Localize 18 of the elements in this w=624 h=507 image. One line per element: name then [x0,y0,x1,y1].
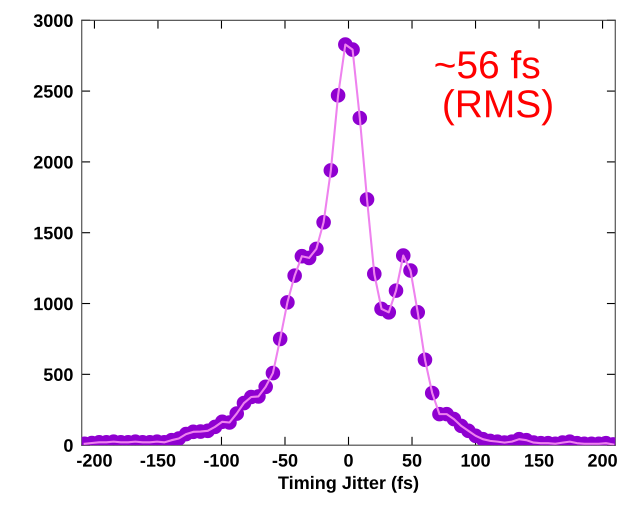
y-tick-label: 1500 [34,226,73,240]
x-tick-label: 100 [462,454,490,467]
x-axis-title: Timing Jitter (fs) [278,476,418,493]
x-tick-label: -150 [140,454,176,467]
x-tick-label: -200 [77,454,112,467]
x-tick-label: 0 [344,454,353,467]
x-tick-label: -100 [204,454,239,467]
y-tick-label: 1000 [34,297,73,310]
x-tick-label: 200 [588,454,617,467]
x-tick-label: 50 [402,454,422,467]
y-tick-label: 0 [64,439,73,452]
y-tick-label: 2000 [34,156,73,169]
y-tick-label: 2500 [34,85,73,98]
annotation: ~56 fs (RMS) [435,50,552,126]
x-tick-label: 150 [525,454,554,467]
x-tick-label: -50 [272,454,298,467]
y-tick-label: 3000 [34,14,73,28]
y-tick-label: 500 [44,368,73,382]
